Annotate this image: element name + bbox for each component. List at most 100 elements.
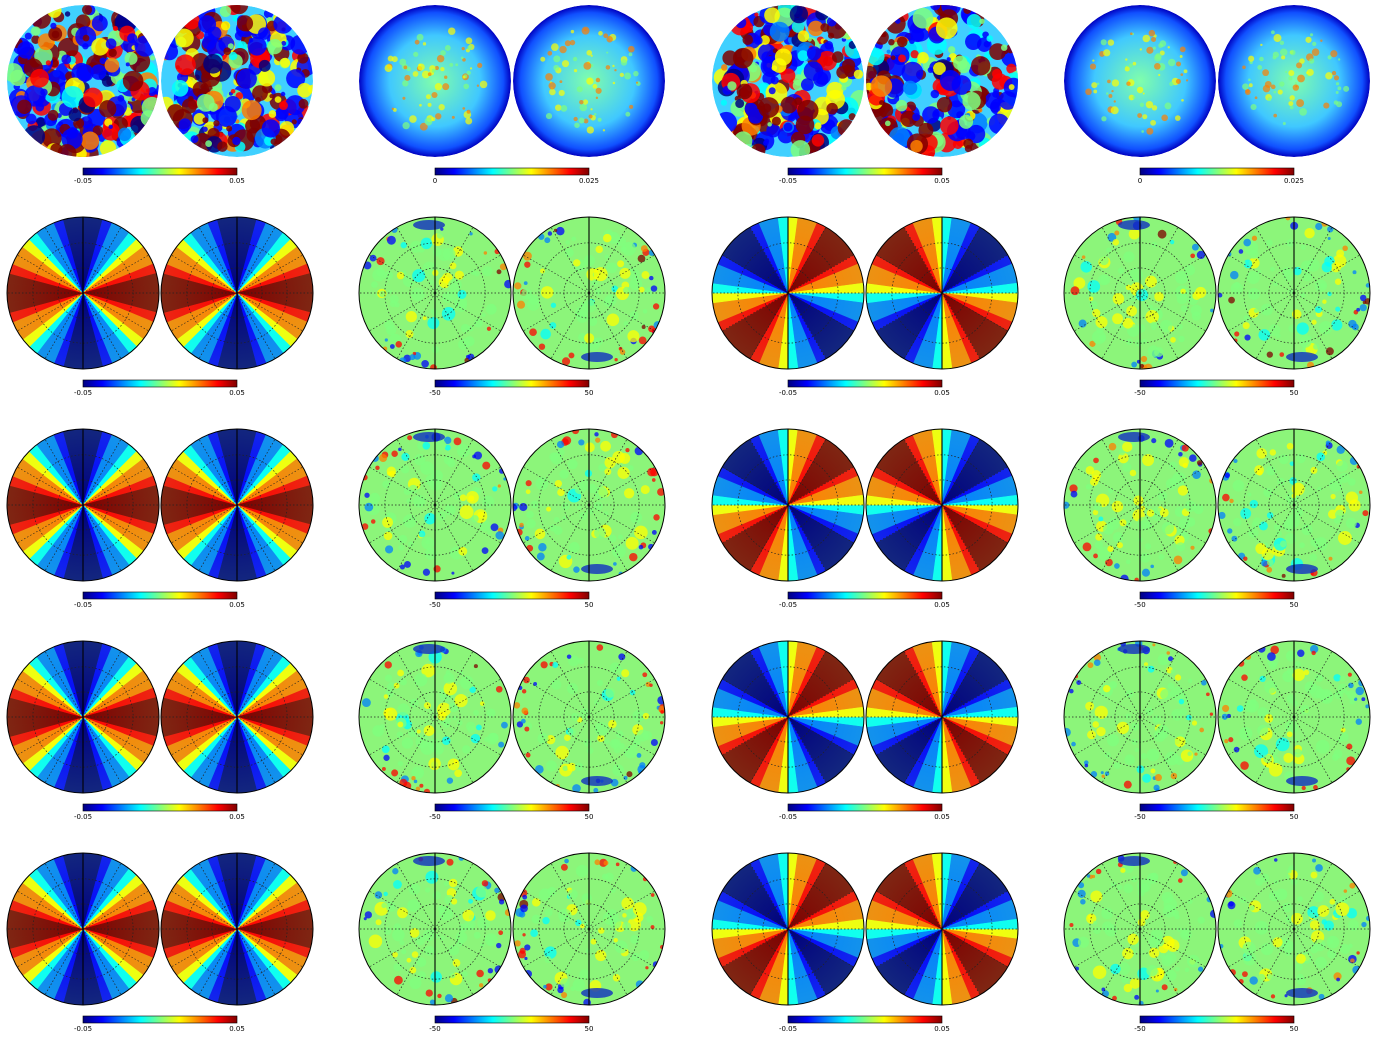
hemisphere-right xyxy=(1218,5,1370,157)
map-panel: -0.05 0.05 xyxy=(4,0,317,185)
hemisphere-right xyxy=(513,641,667,793)
map-panel: -0.05 0.05 xyxy=(0,383,359,626)
colorbar: -50 50 xyxy=(1134,1016,1298,1033)
colorbar-min-label: -0.05 xyxy=(74,389,92,397)
colorbar: -0.05 0.05 xyxy=(779,380,950,397)
hemisphere-left xyxy=(1064,213,1216,372)
map-panel: -50 50 xyxy=(359,217,665,397)
map-panel: -50 50 xyxy=(1064,213,1371,397)
colorbar: -0.05 0.05 xyxy=(74,168,245,185)
colorbar-max-label: 0.05 xyxy=(229,389,245,397)
colorbar-max-label: 0.025 xyxy=(579,177,599,185)
hemisphere-right xyxy=(1218,215,1371,369)
hemisphere-right xyxy=(509,427,665,581)
colorbar: -50 50 xyxy=(1134,804,1298,821)
colorbar: -0.05 0.05 xyxy=(779,1016,950,1033)
map-panel: -0.05 0.05 xyxy=(0,171,359,414)
colorbar-max-label: 50 xyxy=(1290,1025,1299,1033)
colorbar: 0 0.025 xyxy=(433,168,599,185)
colorbar-min-label: -0.05 xyxy=(74,601,92,609)
colorbar-max-label: 0.05 xyxy=(229,601,245,609)
map-panel: -50 50 xyxy=(1062,640,1370,821)
colorbar: -50 50 xyxy=(429,1016,593,1033)
colorbar: -0.05 0.05 xyxy=(74,592,245,609)
colorbar-min-label: -50 xyxy=(1134,389,1145,397)
hemisphere-left xyxy=(4,4,163,165)
colorbar-min-label: -0.05 xyxy=(779,389,797,397)
colorbar-min-label: 0 xyxy=(433,177,437,185)
colorbar-max-label: 0.05 xyxy=(934,601,950,609)
colorbar-max-label: 50 xyxy=(1290,389,1299,397)
colorbar-max-label: 0.025 xyxy=(1284,177,1304,185)
colorbar-min-label: -0.05 xyxy=(779,813,797,821)
hemisphere-left xyxy=(359,5,511,157)
hemisphere-left xyxy=(712,0,869,162)
colorbar-min-label: -50 xyxy=(429,1025,440,1033)
colorbar-min-label: -0.05 xyxy=(779,1025,797,1033)
colorbar-max-label: 0.05 xyxy=(229,177,245,185)
colorbar-max-label: 50 xyxy=(585,389,594,397)
map-panel: -0.05 0.05 xyxy=(666,595,1063,838)
colorbar-min-label: 0 xyxy=(1138,177,1142,185)
map-panel: -0.05 0.05 xyxy=(666,807,1063,1037)
colorbar-min-label: -0.05 xyxy=(74,1025,92,1033)
colorbar-min-label: -50 xyxy=(1134,1025,1145,1033)
map-panel: -50 50 xyxy=(359,641,667,821)
colorbar: -0.05 0.05 xyxy=(779,592,950,609)
hemisphere-right xyxy=(158,0,316,157)
colorbar: -0.05 0.05 xyxy=(74,1016,245,1033)
colorbar-max-label: 50 xyxy=(1290,601,1299,609)
hemisphere-left xyxy=(359,429,511,581)
hemisphere-left xyxy=(359,853,512,1005)
hemisphere-left xyxy=(1062,640,1216,793)
colorbar-min-label: -0.05 xyxy=(779,601,797,609)
hemisphere-right xyxy=(1218,429,1370,581)
map-panel: -0.05 0.05 xyxy=(0,595,359,838)
hemisphere-left xyxy=(1062,429,1216,583)
colorbar-max-label: 0.05 xyxy=(934,813,950,821)
hemisphere-right xyxy=(1218,641,1370,793)
colorbar-max-label: 0.05 xyxy=(229,1025,245,1033)
colorbar: -0.05 0.05 xyxy=(779,804,950,821)
hemisphere-right xyxy=(860,0,1025,163)
map-panel: -50 50 xyxy=(1062,429,1370,609)
colorbar-min-label: -50 xyxy=(1134,813,1145,821)
colorbar-max-label: 50 xyxy=(585,813,594,821)
colorbar-min-label: -50 xyxy=(1134,601,1145,609)
colorbar-max-label: 0.05 xyxy=(934,389,950,397)
map-panel: -0.05 0.05 xyxy=(666,171,1063,414)
hemisphere-right xyxy=(513,853,665,1006)
hemisphere-left xyxy=(359,641,511,795)
colorbar-max-label: 50 xyxy=(585,1025,594,1033)
hemisphere-right xyxy=(513,5,665,157)
colorbar-max-label: 50 xyxy=(1290,813,1299,821)
colorbar-min-label: -50 xyxy=(429,601,440,609)
hemisphere-left xyxy=(1064,853,1218,1006)
colorbar: 0 0.025 xyxy=(1138,168,1304,185)
map-panel: -0.05 0.05 xyxy=(712,0,1025,185)
colorbar: -50 50 xyxy=(1134,592,1298,609)
colorbar-min-label: -0.05 xyxy=(74,813,92,821)
colorbar: -50 50 xyxy=(429,592,593,609)
colorbar: -0.05 0.05 xyxy=(74,804,245,821)
map-panel: -50 50 xyxy=(359,853,665,1033)
colorbar-max-label: 0.05 xyxy=(934,1025,950,1033)
hemisphere-left xyxy=(359,217,513,371)
colorbar-min-label: -0.05 xyxy=(74,177,92,185)
map-panel: -0.05 0.05 xyxy=(0,807,359,1037)
hemisphere-left xyxy=(1064,5,1216,157)
colorbar: -0.05 0.05 xyxy=(74,380,245,397)
map-panel: -50 50 xyxy=(359,427,665,609)
hemisphere-right xyxy=(1218,853,1371,1005)
map-panel: -0.05 0.05 xyxy=(666,383,1063,626)
colorbar-min-label: -50 xyxy=(429,813,440,821)
map-panel: 0 0.025 xyxy=(1064,5,1370,185)
colorbar: -50 50 xyxy=(1134,380,1298,397)
colorbar: -50 50 xyxy=(429,380,593,397)
colorbar-min-label: -50 xyxy=(429,389,440,397)
colorbar: -0.05 0.05 xyxy=(779,168,950,185)
colorbar-max-label: 50 xyxy=(585,601,594,609)
map-panel: 0 0.025 xyxy=(359,5,665,185)
colorbar-max-label: 0.05 xyxy=(229,813,245,821)
